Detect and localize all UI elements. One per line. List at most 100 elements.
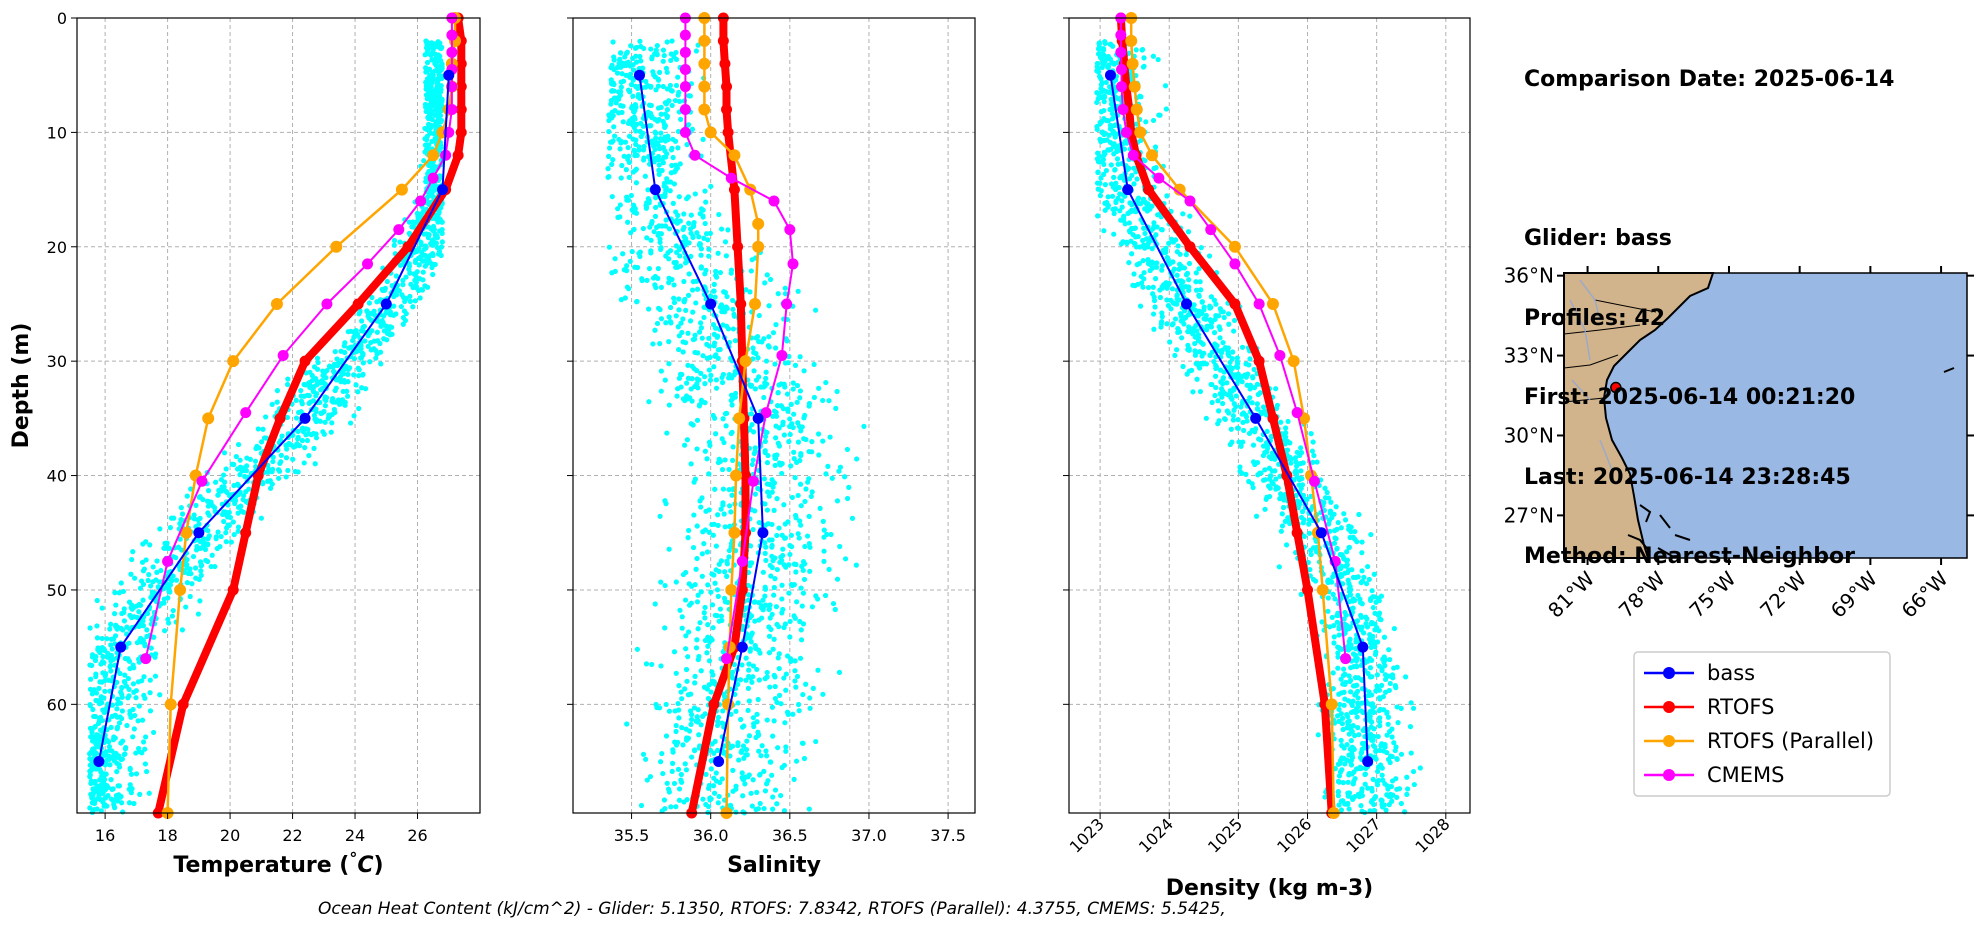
scatter-point [1178, 278, 1184, 284]
scatter-point [1176, 297, 1182, 303]
scatter-point [260, 426, 266, 432]
scatter-point [778, 701, 784, 707]
scatter-point [771, 592, 777, 598]
scatter-point [684, 678, 690, 684]
scatter-point [132, 575, 138, 581]
scatter-point [131, 800, 137, 807]
scatter-point [670, 154, 676, 161]
scatter-point [1098, 175, 1104, 181]
scatter-point [311, 445, 317, 451]
scatter-point [685, 292, 692, 298]
scatter-point [121, 751, 127, 758]
scatter-point [189, 581, 195, 587]
scatter-point [787, 431, 793, 438]
series-point-bass [633, 69, 645, 81]
scatter-point [147, 677, 153, 683]
scatter-point [720, 649, 726, 655]
scatter-point [658, 246, 664, 253]
scatter-point [1194, 328, 1200, 334]
scatter-point [104, 636, 110, 642]
scatter-point [677, 161, 683, 167]
scatter-point [1314, 459, 1320, 465]
scatter-point [686, 271, 692, 277]
series-point-rtofs-parallel- [395, 183, 408, 196]
scatter-point [125, 656, 131, 662]
y-tick-label: 60 [47, 695, 67, 714]
scatter-point [692, 748, 698, 754]
scatter-point [100, 670, 106, 676]
scatter-point [787, 416, 793, 422]
scatter-point [666, 275, 672, 281]
scatter-point [414, 269, 420, 275]
scatter-point [141, 674, 147, 680]
scatter-point [206, 512, 212, 518]
scatter-point [825, 463, 831, 469]
scatter-point [269, 401, 275, 407]
scatter-point [719, 374, 725, 381]
scatter-point [632, 152, 638, 159]
scatter-point [752, 448, 758, 454]
scatter-point [729, 429, 735, 435]
scatter-point [428, 122, 434, 128]
scatter-point [615, 89, 622, 95]
scatter-point [1183, 283, 1189, 290]
scatter-point [1140, 284, 1146, 290]
scatter-point [658, 111, 664, 117]
scatter-point [1379, 772, 1385, 778]
series-point-rtofs-parallel- [752, 240, 765, 253]
scatter-point [1238, 443, 1244, 449]
x-tick-label: 16 [95, 826, 115, 845]
scatter-point [675, 212, 681, 219]
scatter-point [722, 743, 728, 749]
scatter-point [99, 700, 105, 706]
scatter-point [755, 696, 761, 703]
scatter-point [649, 56, 655, 62]
scatter-point [146, 572, 152, 578]
scatter-point [690, 223, 697, 229]
scatter-point [274, 388, 281, 394]
scatter-point [791, 456, 797, 462]
scatter-point [653, 701, 659, 708]
scatter-point [192, 565, 199, 571]
scatter-point [619, 162, 625, 169]
scatter-point [701, 314, 707, 321]
scatter-point [378, 361, 384, 367]
scatter-point [660, 47, 667, 53]
scatter-point [719, 720, 725, 726]
scatter-point [333, 377, 340, 383]
series-point-bass [649, 184, 661, 196]
scatter-point [696, 732, 702, 738]
scatter-point [426, 168, 432, 175]
scatter-point [1310, 459, 1316, 465]
scatter-point [1137, 303, 1144, 309]
scatter-point [660, 58, 666, 64]
scatter-point [432, 99, 438, 105]
scatter-point [767, 615, 773, 621]
scatter-point [658, 316, 665, 322]
scatter-point [1336, 632, 1342, 638]
scatter-point [722, 569, 728, 575]
scatter-point [130, 734, 136, 740]
series-point-cmems [679, 81, 691, 93]
scatter-point [425, 144, 431, 150]
scatter-point [191, 512, 197, 518]
scatter-point [787, 551, 793, 558]
scatter-point [430, 70, 436, 76]
scatter-point [1220, 340, 1226, 346]
scatter-point [773, 322, 779, 328]
scatter-point [1159, 263, 1165, 269]
scatter-point [1356, 732, 1362, 738]
scatter-point [755, 333, 761, 340]
scatter-point [808, 493, 814, 500]
scatter-point [655, 105, 662, 111]
scatter-point [695, 626, 701, 632]
x-tick-label: 36.5 [772, 826, 808, 845]
scatter-point [1341, 616, 1347, 622]
scatter-point [702, 188, 708, 194]
scatter-point [680, 349, 686, 355]
scatter-point [1288, 460, 1294, 466]
scatter-point [1377, 616, 1383, 622]
scatter-point [97, 777, 103, 783]
scatter-point [782, 535, 789, 541]
scatter-point [770, 733, 776, 739]
